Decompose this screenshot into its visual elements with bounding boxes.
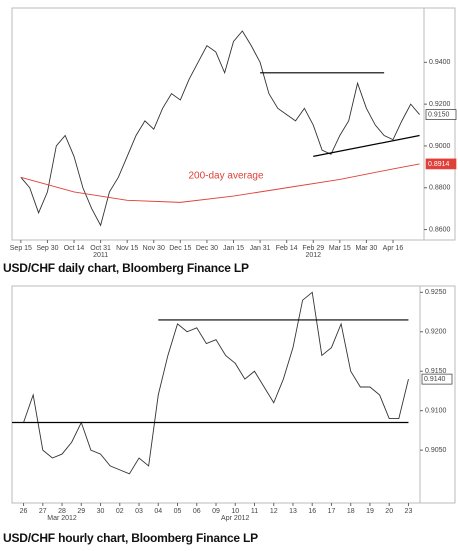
last-value-box	[421, 373, 453, 385]
x-tick-label: Oct 31	[90, 245, 111, 252]
x-tick-label: 13	[289, 508, 297, 515]
x-tick-label: 16	[308, 508, 316, 515]
x-tick-label: 19	[366, 508, 374, 515]
daily-caption: USD/CHF daily chart, Bloomberg Finance L…	[3, 261, 249, 275]
price-line	[20, 163, 420, 203]
x-tick-label: Dec 30	[196, 245, 218, 252]
x-tick-label: Nov 15	[116, 245, 138, 252]
x-tick-label: 28	[58, 508, 66, 515]
axis-panel	[419, 285, 456, 504]
annotation: 200-day average	[188, 171, 263, 182]
y-tick-label: 0.9150	[425, 368, 447, 375]
x-tick-label: Nov 30	[143, 245, 165, 252]
x-tick-label: 29	[77, 508, 85, 515]
daily-chart: 0.9400 0.9200 0.9000 0.8800 0.8600 Sep 15 Sep …	[10, 7, 457, 258]
axis-panel	[423, 7, 456, 241]
x-tick-label: Feb 14	[276, 245, 298, 252]
x-tick-label: Jan 15	[223, 245, 244, 252]
x-tick-label: Feb 29	[302, 245, 324, 252]
x-tick-label: 27	[39, 508, 47, 515]
x-tick-label: Sep 15	[10, 245, 32, 252]
x-tick-label: 06	[193, 508, 201, 515]
x-tick-label: 30	[97, 508, 105, 515]
x-tick-label: 12	[270, 508, 278, 515]
x-tick-label: Mar 30	[356, 245, 378, 252]
y-tick-label: 0.9000	[429, 143, 451, 150]
price-line	[23, 291, 409, 475]
x-group-label: 2012	[305, 252, 321, 258]
last-value-label: 0.9150	[428, 111, 450, 118]
x-group-label: Mar 2012	[47, 515, 77, 522]
hourly-caption: USD/CHF hourly chart, Bloomberg Finance …	[3, 531, 258, 545]
x-tick-label: 26	[20, 508, 28, 515]
y-tick-label: 0.9050	[425, 447, 447, 454]
x-tick-label: Apr 16	[383, 245, 404, 252]
y-tick-label: 0.9200	[429, 101, 451, 108]
hourly-chart: 0.9250 0.9200 0.9150 0.9100 0.9050 26 27 28 29 30…	[11, 285, 456, 522]
x-tick-label: Jan 31	[250, 245, 271, 252]
x-tick-label: 11	[251, 508, 258, 515]
x-tick-label: 20	[385, 508, 393, 515]
last-value-label: 0.9140	[424, 376, 446, 383]
plot-frame	[11, 285, 421, 504]
y-tick-label: 0.9200	[425, 329, 447, 336]
x-tick-label: 17	[328, 508, 336, 515]
x-group-label: Apr 2012	[221, 515, 250, 522]
x-tick-label: Mar 15	[329, 245, 351, 252]
y-tick-label: 0.9400	[429, 59, 451, 66]
x-tick-label: 03	[135, 508, 143, 515]
x-tick-label: 04	[154, 508, 162, 515]
x-tick-label: 09	[212, 508, 220, 515]
x-tick-label: 18	[347, 508, 355, 515]
y-tick-label: 0.9250	[425, 289, 447, 296]
x-tick-label: 02	[116, 508, 124, 515]
x-tick-label: Sep 30	[36, 245, 58, 252]
last-value-box	[425, 158, 457, 170]
last-value-label: 0.8914	[428, 161, 450, 168]
y-tick-label: 0.8600	[429, 226, 451, 233]
price-line	[20, 30, 420, 227]
last-value-box	[425, 109, 457, 120]
x-group-label: 2011	[93, 252, 108, 258]
x-tick-label: Dec 15	[169, 245, 191, 252]
x-tick-label: 10	[231, 508, 239, 515]
x-tick-label: 23	[405, 508, 413, 515]
plot-frame	[11, 7, 425, 241]
trend-line	[313, 134, 420, 157]
y-tick-label: 0.9100	[425, 408, 447, 415]
x-tick-label: Oct 14	[64, 245, 85, 252]
y-tick-label: 0.8800	[429, 185, 451, 192]
x-tick-label: 05	[174, 508, 182, 515]
